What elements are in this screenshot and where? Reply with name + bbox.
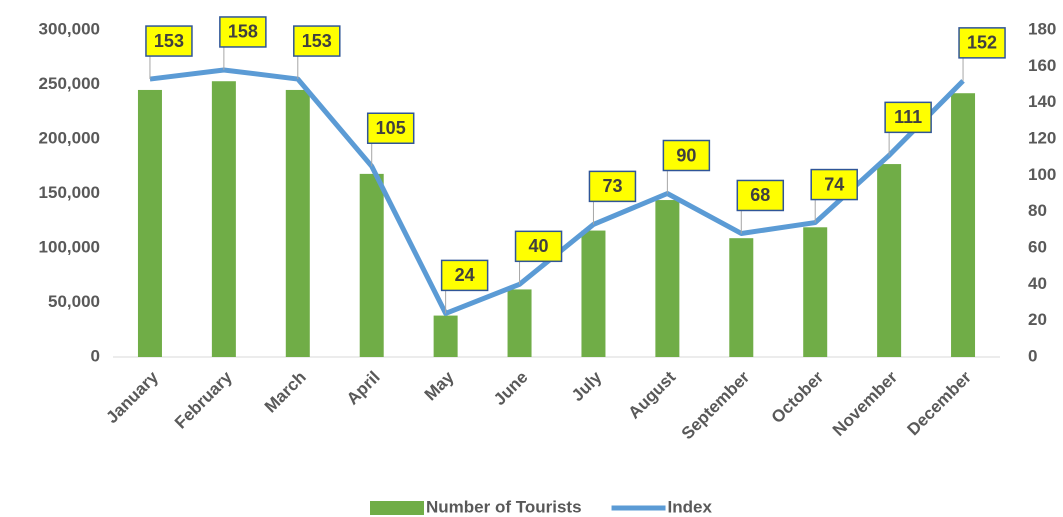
y-tick-label: 50,000: [48, 292, 100, 311]
x-tick-label: August: [625, 367, 680, 422]
x-tick-label: November: [829, 367, 901, 439]
bar: [729, 238, 754, 357]
value-label-box: [884, 101, 932, 134]
x-tick-label: September: [678, 367, 754, 443]
x-tick-label: December: [903, 367, 975, 439]
bar: [951, 93, 976, 357]
value-label: 158: [228, 22, 258, 42]
value-label: 90: [676, 145, 696, 165]
y-tick-label: 150,000: [39, 183, 100, 202]
y2-tick-label: 100: [1028, 165, 1056, 184]
value-label: 73: [602, 176, 622, 196]
y2-tick-label: 60: [1028, 237, 1047, 256]
y-tick-label: 100,000: [39, 237, 100, 256]
value-label: 74: [824, 174, 844, 194]
legend-label: Index: [668, 497, 713, 516]
x-tick-label: May: [421, 367, 458, 404]
x-tick-label: July: [568, 367, 606, 405]
x-tick-label: April: [343, 368, 384, 409]
y-tick-label: 300,000: [39, 19, 100, 38]
x-tick-label: January: [102, 367, 162, 427]
legend-label: Number of Tourists: [426, 497, 582, 516]
value-label: 105: [376, 118, 406, 138]
y2-tick-label: 80: [1028, 201, 1047, 220]
value-label-box: [810, 168, 858, 201]
x-tick-label: June: [490, 368, 531, 409]
y2-tick-label: 140: [1028, 92, 1056, 111]
value-label: 40: [529, 236, 549, 256]
value-label-box: [293, 25, 341, 57]
x-tick-label: February: [171, 367, 236, 432]
bar: [211, 81, 236, 357]
value-label-box: [366, 112, 415, 144]
bar: [877, 164, 902, 357]
value-label-box: [145, 25, 193, 57]
value-label-box: [440, 259, 489, 292]
value-label: 153: [154, 31, 184, 51]
y2-tick-label: 120: [1028, 128, 1056, 147]
y2-tick-label: 20: [1028, 310, 1047, 329]
value-label: 111: [894, 107, 922, 127]
value-label-box: [736, 179, 785, 212]
value-label: 68: [750, 185, 770, 205]
value-label-box: [219, 16, 267, 48]
bar: [433, 315, 458, 357]
value-label: 24: [455, 265, 475, 285]
x-tick-label: March: [261, 368, 310, 417]
bar: [285, 89, 310, 357]
value-label: 153: [302, 31, 332, 51]
bar: [137, 89, 162, 357]
legend-swatch: [370, 501, 424, 515]
y2-tick-label: 40: [1028, 274, 1047, 293]
y-tick-label: 200,000: [39, 128, 100, 147]
value-label-box: [514, 230, 563, 263]
value-label: 152: [967, 33, 997, 53]
value-label-box: [662, 139, 711, 172]
value-label-box: [958, 27, 1006, 59]
bar: [359, 173, 384, 357]
value-label-box: [588, 170, 637, 203]
bar: [655, 200, 680, 357]
y2-tick-label: 0: [1028, 346, 1037, 365]
y-tick-label: 0: [91, 346, 100, 365]
bar: [507, 289, 532, 357]
bar: [581, 230, 606, 357]
y2-tick-label: 180: [1028, 19, 1056, 38]
x-tick-label: October: [768, 367, 828, 427]
bar: [803, 227, 828, 357]
y2-tick-label: 160: [1028, 56, 1056, 75]
y-tick-label: 250,000: [39, 74, 100, 93]
